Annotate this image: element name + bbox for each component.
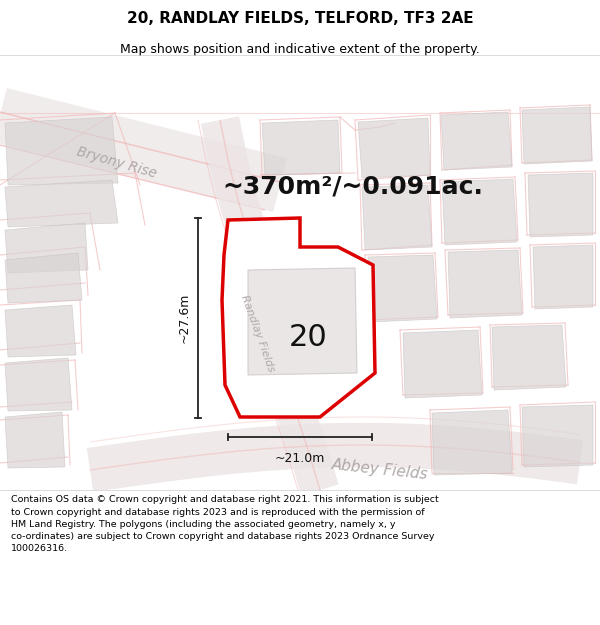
Text: ~370m²/~0.091ac.: ~370m²/~0.091ac. <box>222 175 483 199</box>
Polygon shape <box>441 112 512 170</box>
Polygon shape <box>522 107 592 164</box>
Polygon shape <box>5 117 118 185</box>
Polygon shape <box>528 173 593 237</box>
Polygon shape <box>362 185 432 250</box>
Polygon shape <box>262 120 340 175</box>
Polygon shape <box>522 405 593 467</box>
Polygon shape <box>368 255 437 322</box>
Polygon shape <box>442 179 517 245</box>
Polygon shape <box>5 253 82 303</box>
Polygon shape <box>403 330 482 398</box>
Text: Abbey Fields: Abbey Fields <box>331 458 429 482</box>
Text: ~21.0m: ~21.0m <box>275 452 325 465</box>
Polygon shape <box>5 180 118 227</box>
Text: Contains OS data © Crown copyright and database right 2021. This information is : Contains OS data © Crown copyright and d… <box>11 496 439 553</box>
Polygon shape <box>222 218 375 417</box>
Polygon shape <box>5 305 76 357</box>
Text: ~27.6m: ~27.6m <box>178 292 191 343</box>
Polygon shape <box>5 412 65 468</box>
Text: 20, RANDLAY FIELDS, TELFORD, TF3 2AE: 20, RANDLAY FIELDS, TELFORD, TF3 2AE <box>127 11 473 26</box>
Polygon shape <box>492 325 566 390</box>
Polygon shape <box>533 245 593 309</box>
Polygon shape <box>5 358 72 411</box>
Polygon shape <box>5 223 88 273</box>
Text: 20: 20 <box>289 322 328 351</box>
Polygon shape <box>432 410 512 475</box>
Polygon shape <box>448 250 522 318</box>
Text: Randlay Fields: Randlay Fields <box>239 293 277 373</box>
Polygon shape <box>358 118 430 178</box>
Text: Bryony Rise: Bryony Rise <box>75 145 158 181</box>
Polygon shape <box>248 268 357 375</box>
Text: Map shows position and indicative extent of the property.: Map shows position and indicative extent… <box>120 43 480 56</box>
